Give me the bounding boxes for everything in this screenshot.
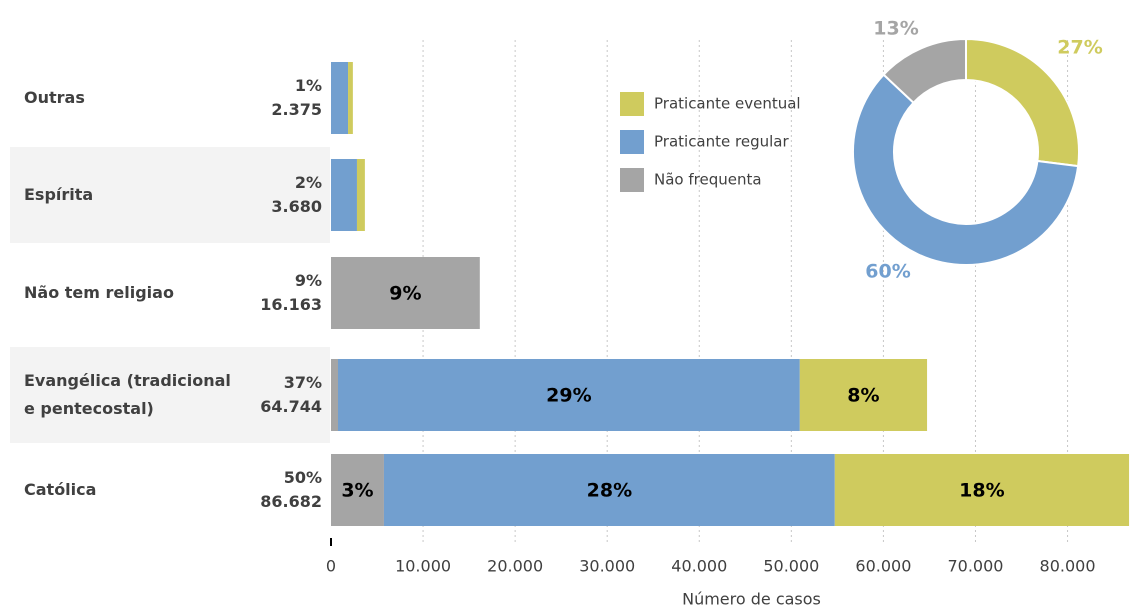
- bar-segment: [356, 159, 365, 231]
- x-tick-label: 80.000: [1040, 557, 1096, 576]
- row-numbers: 1% 2.375: [232, 74, 322, 122]
- category-label: Católica: [24, 480, 97, 499]
- donut-slice: [882, 37, 967, 105]
- donut-value-label: 13%: [873, 18, 918, 40]
- x-tick-label: 10.000: [395, 557, 451, 576]
- legend-label: Praticante regular: [654, 133, 789, 151]
- bar-segment: [331, 454, 384, 526]
- bar-segment: [331, 359, 338, 431]
- row-background: [10, 147, 330, 243]
- row-numbers: 37% 64.744: [232, 371, 322, 419]
- bar-segment: [331, 257, 480, 329]
- bar-segment: [348, 62, 353, 134]
- share-label: 37%: [283, 373, 322, 392]
- bar-segment: [383, 454, 835, 526]
- total-label: 64.744: [260, 397, 322, 416]
- legend-swatch: [620, 130, 644, 154]
- legend-label: Não frequenta: [654, 171, 762, 189]
- x-axis-label: Número de casos: [682, 590, 821, 609]
- row-numbers: 2% 3.680: [232, 171, 322, 219]
- category-label: Evangélica (tradicional e pentecostal): [24, 371, 231, 418]
- bar-value-label: 29%: [546, 385, 591, 407]
- donut-value-label: 60%: [865, 261, 910, 283]
- legend-swatch: [620, 168, 644, 192]
- legend-label: Praticante eventual: [654, 95, 801, 113]
- bar-value-label: 18%: [959, 480, 1004, 502]
- bar-segment: [331, 62, 349, 134]
- category-label: Outras: [24, 88, 85, 107]
- bar-value-label: 9%: [389, 283, 421, 305]
- bar-segment: [799, 359, 928, 431]
- share-label: 1%: [294, 76, 322, 95]
- row-background: [10, 347, 330, 443]
- category-label: Espírita: [24, 185, 94, 204]
- row-numbers: 9% 16.163: [232, 269, 322, 317]
- total-label: 2.375: [271, 100, 322, 119]
- legend-swatch: [620, 92, 644, 116]
- bar-segment: [337, 359, 800, 431]
- x-tick-label: 70.000: [947, 557, 1003, 576]
- donut-slice: [852, 73, 1080, 266]
- total-label: 3.680: [271, 197, 322, 216]
- x-tick-label: 60.000: [855, 557, 911, 576]
- bar-segment: [331, 159, 357, 231]
- bar-value-label: 8%: [847, 385, 879, 407]
- category-label: Não tem religiao: [24, 283, 174, 302]
- row-numbers: 50% 86.682: [232, 466, 322, 514]
- total-label: 86.682: [260, 492, 322, 511]
- total-label: 16.163: [260, 295, 322, 314]
- bar-segment: [834, 454, 1130, 526]
- x-tick-label: 0: [326, 557, 336, 576]
- share-label: 2%: [294, 173, 322, 192]
- share-label: 9%: [294, 271, 322, 290]
- donut-value-label: 27%: [1057, 37, 1102, 59]
- x-tick-label: 30.000: [579, 557, 635, 576]
- share-label: 50%: [283, 468, 322, 487]
- x-tick-label: 20.000: [487, 557, 543, 576]
- bar-value-label: 28%: [587, 480, 632, 502]
- bar-value-label: 3%: [341, 480, 373, 502]
- x-tick-label: 50.000: [763, 557, 819, 576]
- x-tick-label: 40.000: [671, 557, 727, 576]
